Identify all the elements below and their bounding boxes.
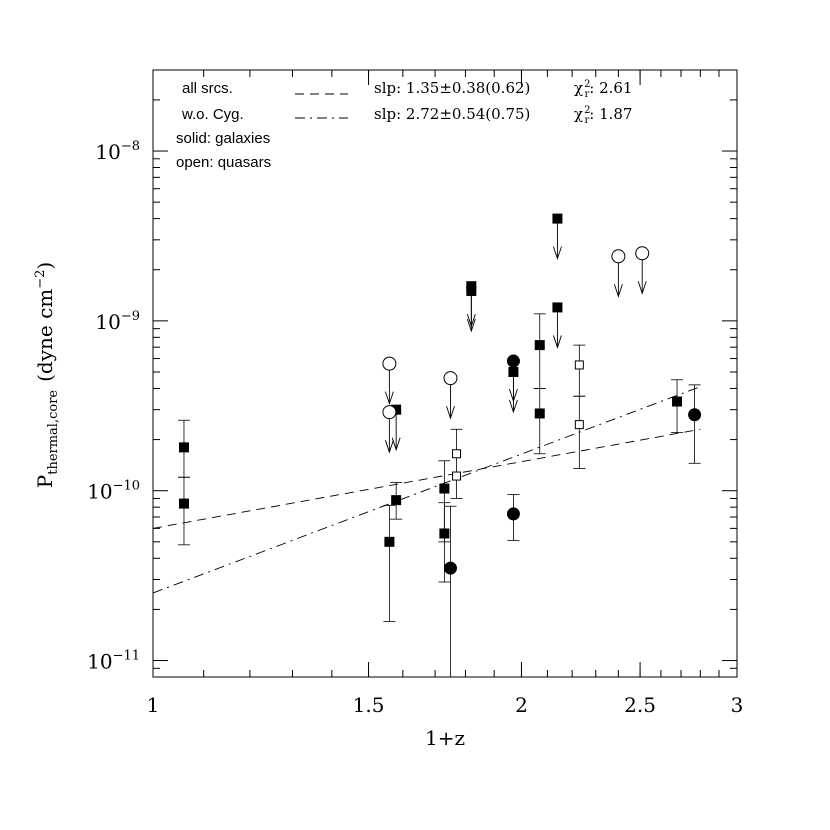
x-tick-label: 3 — [731, 693, 744, 717]
fit-slope-all: slp: 1.35±0.38(0.62) — [374, 79, 530, 97]
error-bars — [177, 218, 701, 678]
galaxy-circle-marker — [443, 561, 457, 575]
upper-limit-arrow-head — [384, 440, 394, 454]
galaxy-circle-marker — [506, 507, 520, 521]
y-tick-label: 10−8 — [95, 139, 140, 164]
galaxy-square-marker — [552, 213, 563, 224]
quasar-circle-marker — [635, 246, 650, 261]
quasar-square-marker — [452, 449, 462, 459]
quasar-square-marker — [574, 420, 584, 430]
upper-limit-arrow-head — [637, 281, 647, 295]
galaxy-circle-marker — [506, 354, 520, 368]
galaxy-square-marker — [534, 340, 545, 351]
galaxy-square-marker — [508, 366, 519, 377]
legend-solid-galaxies: solid: galaxies — [176, 130, 270, 147]
quasar-circle-marker — [443, 371, 458, 386]
galaxy-square-marker — [466, 285, 477, 296]
y-tick-label: 10−11 — [87, 649, 140, 674]
fit-slope-wo: slp: 2.72±0.54(0.75) — [374, 105, 530, 123]
galaxy-square-marker — [178, 498, 189, 509]
y-axis-label: Pthermal,core(dyne cm−2) — [33, 262, 61, 489]
y-tick-label: 10−10 — [87, 479, 140, 504]
upper-limit-arrow-head — [509, 399, 518, 414]
upper-limit-arrow-head — [553, 246, 562, 261]
quasar-square-marker — [574, 360, 584, 370]
chi-square-all: χ2 r: 2.61 — [574, 79, 632, 100]
galaxy-square-marker — [439, 483, 450, 494]
legend-without-cygnus: w.o. Cyg. — [181, 106, 244, 123]
upper-limit-arrow-head — [384, 391, 394, 406]
x-tick-label: 2.5 — [624, 693, 656, 717]
galaxy-square-marker — [178, 442, 189, 453]
galaxy-square-marker — [672, 396, 683, 407]
quasar-circle-marker — [382, 356, 397, 371]
upper-limit-arrow-head — [613, 284, 623, 298]
markers — [178, 213, 702, 575]
x-tick-label: 1 — [147, 693, 160, 717]
quasar-circle-marker — [611, 249, 626, 264]
fit-line-without-cygnus — [152, 386, 701, 594]
upper-limit-arrow-head — [553, 335, 562, 349]
x-tick-label: 1.5 — [353, 693, 385, 717]
x-tick-label: 2 — [515, 693, 528, 717]
chi-square-wo: χ2 r: 1.87 — [574, 105, 632, 126]
galaxy-square-marker — [384, 536, 395, 547]
upper-limit-arrow-head — [446, 406, 455, 420]
galaxy-square-marker — [534, 408, 545, 419]
upper-limit-arrow-head — [466, 318, 476, 333]
galaxy-square-marker — [552, 302, 563, 313]
galaxy-circle-marker — [688, 408, 702, 422]
y-tick-label: 10−9 — [95, 309, 140, 334]
galaxy-square-marker — [439, 528, 450, 539]
x-axis-label: 1+z — [425, 726, 465, 750]
legend-open-quasars: open: quasars — [176, 154, 271, 171]
legend-all-sources: all srcs. — [182, 80, 233, 97]
ticks — [152, 70, 738, 678]
upper-limit-arrow-head — [391, 437, 401, 452]
galaxy-square-marker — [391, 495, 402, 506]
quasar-circle-marker — [382, 405, 397, 420]
tick-labels: 1 1.5 2 2.5 3 10−8 10−9 10−10 10−11 — [87, 139, 743, 717]
quasar-square-marker — [452, 471, 462, 481]
fit-lines — [152, 386, 701, 594]
fit-line-all-sources — [152, 428, 701, 529]
